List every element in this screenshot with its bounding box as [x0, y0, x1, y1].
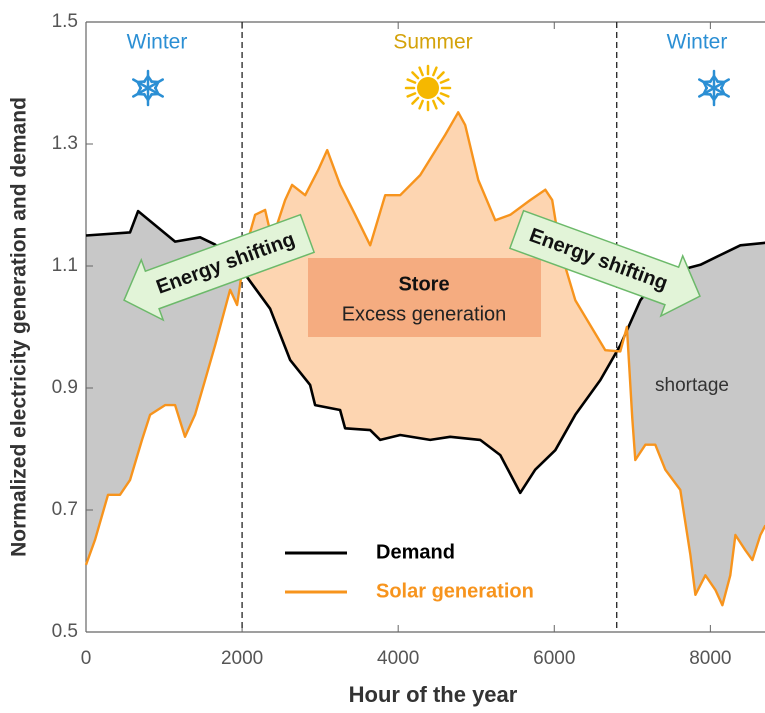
sun-icon [404, 64, 452, 112]
snowflake-branch [702, 92, 712, 96]
snowflake-branch [150, 80, 160, 84]
snowflake-icon [698, 69, 730, 107]
snowflake-icon [132, 69, 164, 107]
arrow-shape [508, 209, 701, 318]
sun-ray [411, 71, 420, 80]
sun-ray [418, 66, 424, 77]
sun-ray [436, 71, 445, 80]
legend-label: Solar generation [376, 580, 534, 602]
sun-ray [436, 96, 445, 105]
series-line [84, 111, 765, 607]
snowflake-branch [720, 86, 726, 96]
snowflake-branch [716, 80, 726, 84]
x-tick-label: 2000 [221, 648, 263, 669]
snowflake-branch [136, 92, 146, 96]
sun-ray [406, 78, 417, 84]
y-tick-label: 1.1 [52, 255, 78, 276]
annotation: shortage [655, 375, 729, 396]
sun-ray [406, 92, 417, 98]
sun-ray [439, 92, 450, 98]
snowflake-branch [136, 80, 142, 90]
sun-disc [417, 77, 439, 99]
annotation: Winter [127, 31, 188, 54]
store-box [308, 258, 541, 337]
y-tick-label: 1.3 [52, 133, 78, 154]
y-tick-label: 0.9 [52, 377, 78, 398]
legend-label: Demand [376, 541, 455, 563]
y-axis-label: Normalized electricity generation and de… [8, 97, 31, 557]
y-tick-label: 0.7 [52, 499, 78, 520]
x-tick-label: 6000 [533, 648, 575, 669]
fills [86, 112, 765, 606]
snowflake-branch [154, 86, 160, 96]
sun-ray [432, 66, 438, 77]
x-tick-label: 0 [81, 648, 92, 669]
arrow-shape [123, 213, 316, 322]
sun-ray [418, 99, 424, 110]
annotation: Summer [393, 31, 472, 54]
sun-ray [411, 96, 420, 105]
y-tick-label: 0.5 [52, 621, 78, 642]
sun-ray [439, 78, 450, 84]
x-tick-label: 4000 [377, 648, 419, 669]
annotation: Excess generation [342, 303, 507, 325]
y-tick-label: 1.5 [52, 11, 78, 32]
snowflake-branch [702, 80, 708, 90]
annotation: Store [398, 273, 449, 295]
x-tick-label: 8000 [689, 648, 731, 669]
x-axis-label: Hour of the year [349, 682, 518, 707]
sun-ray [432, 99, 438, 110]
annotation: Winter [667, 31, 728, 54]
